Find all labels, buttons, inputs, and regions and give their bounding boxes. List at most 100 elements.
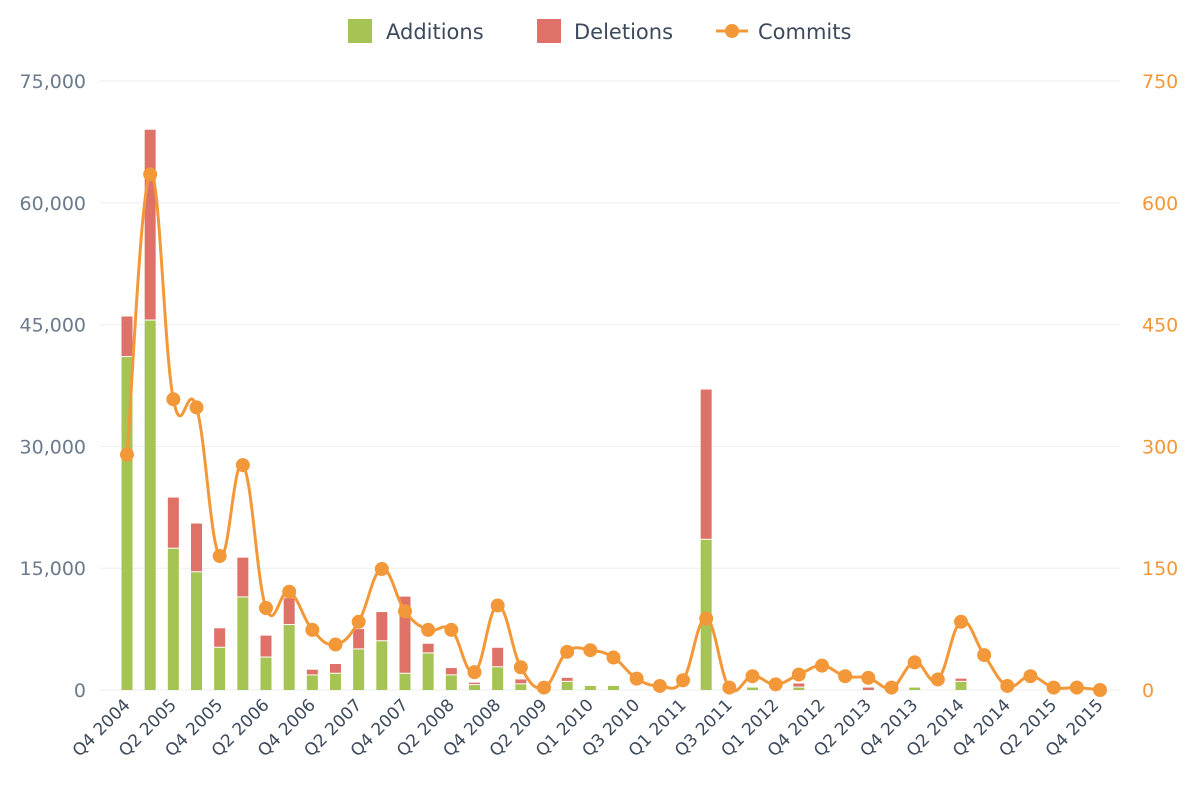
commits-point[interactable] <box>537 680 551 695</box>
bar-additions[interactable] <box>306 675 318 690</box>
commits-point[interactable] <box>1093 683 1107 697</box>
bar-deletions[interactable] <box>469 682 480 685</box>
legend-item-additions[interactable]: Additions <box>348 19 484 44</box>
commits-point[interactable] <box>1069 680 1084 695</box>
bar-additions[interactable] <box>747 687 758 690</box>
bar-deletions[interactable] <box>515 679 527 684</box>
commits-point[interactable] <box>305 622 320 637</box>
bar-additions[interactable] <box>955 681 967 690</box>
commits-point[interactable] <box>467 665 482 680</box>
bar-deletions[interactable] <box>862 687 874 690</box>
legend: Additions Deletions Commits <box>348 19 851 44</box>
bar-additions[interactable] <box>260 657 272 690</box>
bar-additions[interactable] <box>330 673 341 690</box>
bar-additions[interactable] <box>376 641 388 690</box>
bar-deletions[interactable] <box>260 635 272 657</box>
y-right-tick-label: 150 <box>1142 558 1178 580</box>
commits-point[interactable] <box>398 604 412 619</box>
commits-point[interactable] <box>884 680 899 695</box>
bar-additions[interactable] <box>167 548 179 690</box>
commits-point[interactable] <box>421 622 436 637</box>
commits-point[interactable] <box>954 614 968 629</box>
bar-additions[interactable] <box>353 649 365 690</box>
bar-additions[interactable] <box>561 681 573 690</box>
bar-deletions[interactable] <box>422 643 434 653</box>
bar-deletions[interactable] <box>214 628 226 647</box>
legend-item-deletions[interactable]: Deletions <box>537 19 673 44</box>
bar-additions[interactable] <box>121 357 133 690</box>
bar-additions[interactable] <box>608 685 619 690</box>
commits-point[interactable] <box>143 167 158 182</box>
bar-deletions[interactable] <box>353 629 365 649</box>
commits-point[interactable] <box>722 680 737 695</box>
bar-deletions[interactable] <box>167 497 179 548</box>
commits-point[interactable] <box>676 673 690 688</box>
legend-item-commits[interactable]: Commits <box>716 20 851 44</box>
bar-additions[interactable] <box>492 667 504 690</box>
commits-point[interactable] <box>282 584 297 599</box>
commits-point[interactable] <box>513 660 528 675</box>
commits-point[interactable] <box>699 611 714 626</box>
bar-deletions[interactable] <box>376 612 388 641</box>
bar-deletions[interactable] <box>283 598 295 625</box>
commits-point[interactable] <box>977 648 992 663</box>
bar-deletions[interactable] <box>399 596 411 673</box>
commits-point[interactable] <box>120 447 134 462</box>
commits-point[interactable] <box>444 622 459 637</box>
bar-deletions[interactable] <box>191 523 202 572</box>
y-left-tick-label: 15,000 <box>20 558 86 580</box>
bar-deletions[interactable] <box>955 678 967 681</box>
commits-point[interactable] <box>930 672 945 687</box>
bar-additions[interactable] <box>793 687 805 690</box>
commits-point[interactable] <box>351 614 366 629</box>
commits-point[interactable] <box>189 400 204 415</box>
commits-point[interactable] <box>606 650 621 665</box>
commits-point[interactable] <box>235 458 250 473</box>
bar-additions[interactable] <box>191 572 202 690</box>
bar-deletions[interactable] <box>237 557 249 597</box>
bar-deletions[interactable] <box>330 664 341 673</box>
bar-deletions[interactable] <box>306 669 318 675</box>
bar-deletions[interactable] <box>793 683 805 687</box>
bar-additions[interactable] <box>515 684 527 690</box>
bar-additions[interactable] <box>237 597 249 690</box>
commits-point[interactable] <box>768 677 783 692</box>
commits-point[interactable] <box>560 644 575 659</box>
bar-deletions[interactable] <box>561 677 573 681</box>
commits-point[interactable] <box>838 669 853 684</box>
bar-additions[interactable] <box>584 685 596 690</box>
bar-additions[interactable] <box>283 625 295 690</box>
commits-point[interactable] <box>374 562 389 577</box>
bar-deletions[interactable] <box>445 668 457 675</box>
y-left-tick-label: 30,000 <box>20 436 86 458</box>
commits-point[interactable] <box>629 671 644 686</box>
commits-point[interactable] <box>1000 678 1015 693</box>
bar-additions[interactable] <box>445 675 457 690</box>
commits-point[interactable] <box>1046 680 1061 695</box>
commits-point[interactable] <box>328 637 343 652</box>
bar-additions[interactable] <box>909 687 921 690</box>
commits-point[interactable] <box>791 667 806 682</box>
commits-point[interactable] <box>212 549 227 564</box>
commits-point[interactable] <box>583 643 598 658</box>
commits-point[interactable] <box>861 670 876 685</box>
commits-point[interactable] <box>652 678 667 693</box>
bar-deletions[interactable] <box>492 647 504 667</box>
commits-point[interactable] <box>166 392 181 407</box>
bar-additions[interactable] <box>422 653 434 690</box>
bar-additions[interactable] <box>144 320 156 690</box>
bar-deletions[interactable] <box>121 316 133 357</box>
commits-point[interactable] <box>907 655 922 670</box>
bar-additions[interactable] <box>399 673 411 690</box>
bar-deletions[interactable] <box>144 129 156 320</box>
bar-additions[interactable] <box>469 685 480 690</box>
bar-additions[interactable] <box>214 647 226 690</box>
commits-point[interactable] <box>490 598 505 613</box>
legend-label-commits: Commits <box>758 20 851 44</box>
commits-point[interactable] <box>1023 669 1038 684</box>
commits-point[interactable] <box>815 658 829 673</box>
bar-deletions[interactable] <box>700 389 712 539</box>
commits-point[interactable] <box>259 600 273 615</box>
commits-point[interactable] <box>745 669 760 684</box>
